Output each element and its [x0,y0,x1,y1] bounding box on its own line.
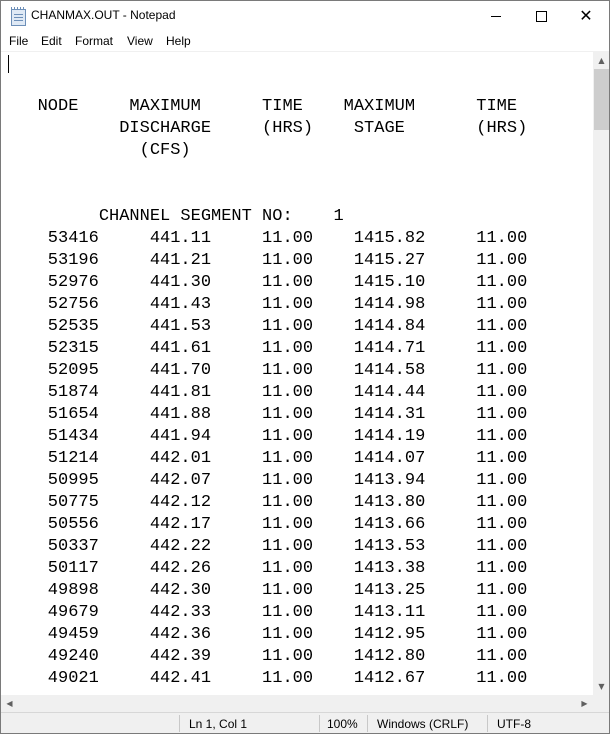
menu-format[interactable]: Format [75,34,114,48]
minimize-button[interactable] [473,1,519,31]
vertical-scrollbar[interactable]: ▲ ▼ [593,52,609,695]
vertical-scroll-thumb[interactable] [594,69,609,130]
text-line: 52976 441.30 11.00 1415.10 11.00 [7,273,528,292]
scroll-right-arrow-icon[interactable]: ▶ [581,699,588,708]
text-line: 52535 441.53 11.00 1414.84 11.00 [7,317,528,336]
document-text[interactable]: NODE MAXIMUM TIME MAXIMUM TIME DISCHARGE… [7,52,528,690]
text-line: 51434 441.94 11.00 1414.19 11.00 [7,427,528,446]
window-title: CHANMAX.OUT - Notepad [31,8,176,22]
text-line: 50556 442.17 11.00 1413.66 11.00 [7,515,528,534]
menu-file[interactable]: File [9,34,29,48]
status-bar: Ln 1, Col 1 100% Windows (CRLF) UTF-8 [1,712,609,733]
status-zoom: 100% [327,717,358,731]
status-line-ending: Windows (CRLF) [377,717,469,731]
text-line [7,184,527,206]
scroll-down-arrow-icon[interactable]: ▼ [598,682,605,691]
text-line: 50775 442.12 11.00 1413.80 11.00 [7,493,528,512]
status-encoding: UTF-8 [497,717,531,731]
close-button[interactable]: ✕ [563,1,609,31]
text-line: CHANNEL SEGMENT NO: 1 [7,207,344,226]
text-caret [8,55,9,73]
text-line: (CFS) [7,141,191,160]
notepad-icon [11,7,26,26]
text-line: 49679 442.33 11.00 1413.11 11.00 [7,603,528,622]
text-line: 50117 442.26 11.00 1413.38 11.00 [7,559,528,578]
text-line: 52756 441.43 11.00 1414.98 11.00 [7,295,528,314]
text-line [7,74,527,96]
text-line: 49459 442.36 11.00 1412.95 11.00 [7,625,528,644]
text-line: 49021 442.41 11.00 1412.67 11.00 [7,669,528,688]
text-line: 49240 442.39 11.00 1412.80 11.00 [7,647,528,666]
text-line: 50995 442.07 11.00 1413.94 11.00 [7,471,528,490]
text-line: 53416 441.11 11.00 1415.82 11.00 [7,229,528,248]
text-line: 52095 441.70 11.00 1414.58 11.00 [7,361,528,380]
text-line: 53196 441.21 11.00 1415.27 11.00 [7,251,528,270]
maximize-button[interactable] [518,1,564,31]
text-line: 50337 442.22 11.00 1413.53 11.00 [7,537,528,556]
horizontal-scrollbar[interactable]: ◀ ▶ [1,695,593,712]
text-line [7,52,527,74]
menu-help[interactable]: Help [166,34,191,48]
text-line: NODE MAXIMUM TIME MAXIMUM TIME [7,97,518,116]
scrollbar-corner [593,695,609,712]
close-icon: ✕ [579,6,593,25]
menu-edit[interactable]: Edit [41,34,62,48]
status-cursor-position: Ln 1, Col 1 [189,717,248,731]
text-line [7,162,527,184]
text-line: DISCHARGE (HRS) STAGE (HRS) [7,119,528,138]
status-separator [367,715,368,732]
text-line: 51654 441.88 11.00 1414.31 11.00 [7,405,528,424]
status-separator [487,715,488,732]
text-line: 52315 441.61 11.00 1414.71 11.00 [7,339,528,358]
text-line: 51214 442.01 11.00 1414.07 11.00 [7,449,528,468]
scroll-up-arrow-icon[interactable]: ▲ [598,56,605,65]
text-line: 49898 442.30 11.00 1413.25 11.00 [7,581,528,600]
text-line: 51874 441.81 11.00 1414.44 11.00 [7,383,528,402]
menu-view[interactable]: View [127,34,153,48]
text-editor[interactable]: NODE MAXIMUM TIME MAXIMUM TIME DISCHARGE… [1,52,593,695]
minimize-icon [491,15,501,17]
title-bar[interactable]: CHANMAX.OUT - Notepad ✕ [1,1,609,31]
menu-bar: File Edit Format View Help [1,31,609,52]
status-separator [179,715,180,732]
status-separator [319,715,320,732]
maximize-icon [535,10,547,22]
scroll-left-arrow-icon[interactable]: ◀ [6,699,13,708]
